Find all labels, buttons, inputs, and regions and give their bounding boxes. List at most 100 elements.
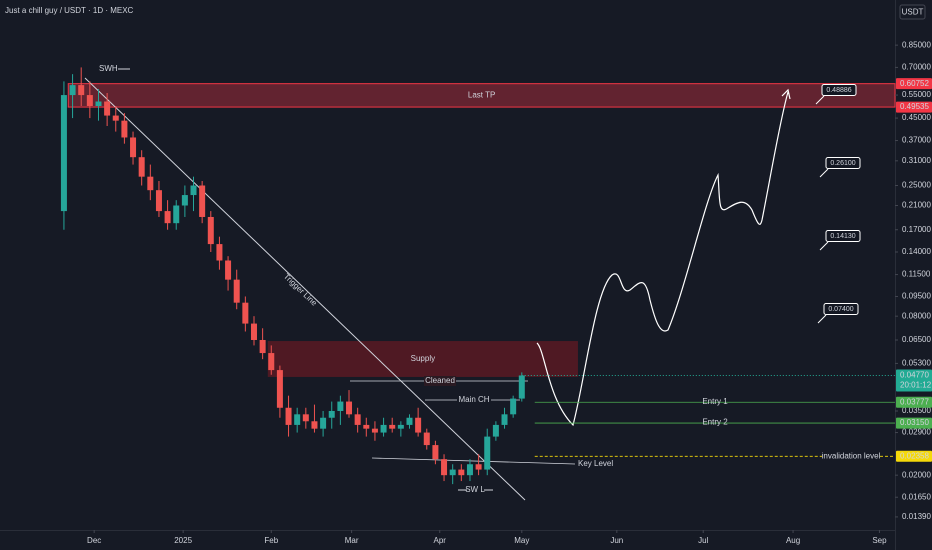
x-tick-label: Aug (786, 536, 800, 545)
callout-box (825, 230, 861, 242)
callout-box (825, 157, 861, 169)
candle-body (492, 424, 499, 437)
swh-label: SWH (99, 64, 118, 73)
candle-body (337, 401, 344, 411)
candle-body (112, 115, 119, 121)
currency[interactable]: USDT (902, 8, 924, 17)
x-tick-label: Feb (264, 536, 278, 545)
y-tick-label: 0.17000 (902, 225, 931, 234)
y-tick-label: 0.01390 (902, 512, 931, 521)
x-tick-label: Jun (610, 536, 623, 545)
candle-body (147, 176, 154, 191)
price-tag (896, 369, 932, 392)
candle-body (311, 421, 318, 429)
candle-body (346, 401, 353, 415)
callout-box (821, 84, 857, 96)
candle-body (458, 469, 465, 476)
key-level-label: Key Level (578, 459, 613, 468)
candle-body (207, 216, 214, 245)
candle-body (233, 279, 240, 303)
candle-body (199, 185, 206, 217)
candle-body (475, 464, 482, 470)
countdown: 20:01:12 (900, 381, 932, 390)
cleaned-label: Cleaned (425, 376, 455, 385)
price-tag-label: 0.60752 (900, 79, 929, 88)
level-label: Entry 1 (702, 397, 728, 406)
candle-body (121, 120, 128, 138)
y-tick-label: 0.05300 (902, 359, 931, 368)
candle-body (181, 195, 188, 206)
price-tag (896, 396, 932, 408)
candle-body (389, 424, 396, 429)
level-label: invalidation level (822, 451, 881, 460)
zone (267, 341, 578, 377)
candle-body (155, 190, 162, 212)
candle-body (285, 407, 292, 425)
candle-body (449, 469, 456, 476)
candle-body (380, 424, 387, 433)
y-tick-label: 0.25000 (902, 181, 931, 190)
y-tick-label: 0.85000 (902, 40, 931, 49)
candle-body (510, 398, 517, 415)
candle-body (294, 414, 301, 425)
candle-body (164, 211, 171, 224)
candle-body (259, 339, 266, 354)
candle-body (78, 85, 85, 96)
callout-pointer (817, 314, 827, 324)
zone-label: Last TP (468, 90, 495, 99)
y-tick-label: 0.37000 (902, 136, 931, 145)
projection-path (536, 88, 791, 427)
candle-body (354, 414, 361, 425)
candle-body (484, 436, 491, 470)
x-tick-label: Mar (345, 536, 359, 545)
candle-body (363, 424, 370, 429)
candle-body (518, 375, 525, 399)
level-label: Entry 2 (702, 418, 728, 427)
candle-body (104, 101, 111, 116)
callout-label: 0.14130 (830, 233, 855, 240)
price-tag (896, 450, 932, 462)
price-tag (896, 417, 932, 429)
y-tick-label: 0.06500 (902, 335, 931, 344)
y-tick-label: 0.02000 (902, 470, 931, 479)
y-tick-label: 0.09500 (902, 292, 931, 301)
y-tick-label: 0.03500 (902, 406, 931, 415)
candle-body (466, 464, 473, 476)
price-tag-label: 0.49535 (900, 102, 929, 111)
main-ch-label: Main CH (458, 395, 489, 404)
candle-body (225, 260, 232, 280)
callout-label: 0.07400 (828, 306, 853, 313)
candle-body (216, 244, 223, 261)
x-tick-label: Jul (698, 536, 708, 545)
currency-box[interactable] (899, 4, 926, 20)
key-level-line (371, 457, 576, 465)
zone-label: Supply (411, 354, 435, 363)
x-tick-label: May (514, 536, 529, 545)
candle-body (441, 459, 448, 476)
callout-pointer (819, 168, 829, 178)
candle-body (371, 428, 378, 433)
candle-body (130, 137, 137, 158)
cleaned-bg (424, 376, 456, 386)
candle-body (397, 424, 404, 429)
y-tick-label: 0.02900 (902, 428, 931, 437)
trigger-line (84, 77, 526, 501)
x-tick-label: Dec (87, 536, 101, 545)
candle-body (242, 302, 249, 324)
main-ch-bg (457, 395, 491, 405)
y-tick-label: 0.31000 (902, 156, 931, 165)
y-tick-label: 0.55000 (902, 90, 931, 99)
y-tick-label: 0.70000 (902, 63, 931, 72)
candle-body (423, 432, 430, 446)
candle-body (415, 417, 422, 433)
candle-body (190, 185, 197, 196)
candle-body (60, 95, 67, 212)
price-tag-label: 0.03777 (900, 397, 929, 406)
candle-body (95, 101, 102, 107)
candle-body (406, 417, 413, 425)
price-tag-label: 0.02358 (900, 451, 929, 460)
callout-label: 0.26100 (830, 160, 855, 167)
